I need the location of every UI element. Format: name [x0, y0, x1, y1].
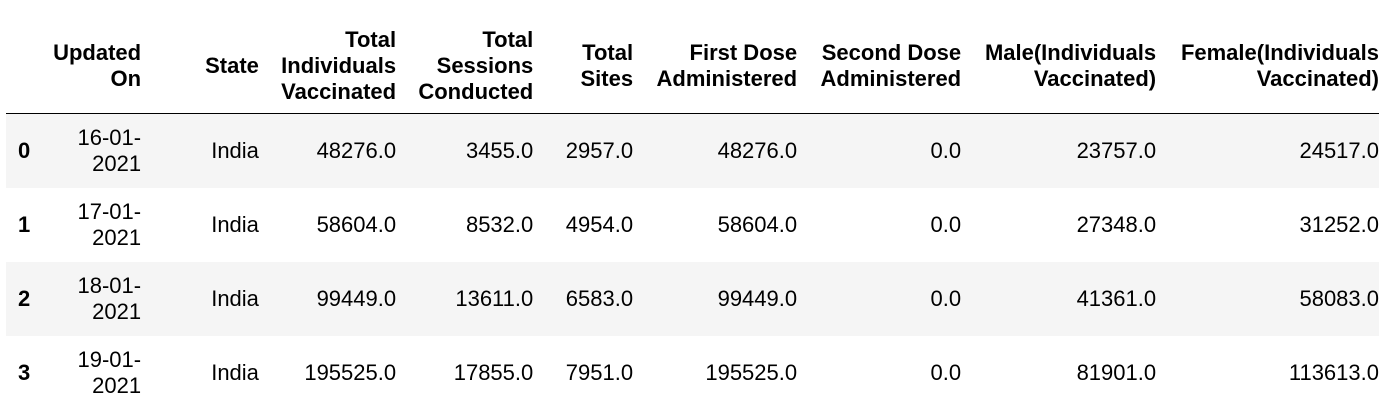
column-header-updated-on: Updated On	[51, 20, 142, 114]
cell-line: 18-01-	[77, 272, 142, 298]
cell-state: India	[211, 285, 259, 311]
cell-first-dose-administered: 195525.0	[705, 359, 798, 385]
column-header-total-sessions-conducted: Total Sessions Conducted	[396, 20, 534, 114]
cell-first-dose-administered: 99449.0	[717, 285, 798, 311]
header-line: Female(Individuals	[1180, 39, 1379, 65]
cell-state: India	[211, 359, 259, 385]
header-line: Vaccinated)	[1033, 65, 1157, 91]
cell-total-sites: 7951.0	[565, 359, 634, 385]
cell-second-dose-administered: 0.0	[930, 285, 962, 311]
header-line: Total	[345, 26, 397, 52]
cell-total-individuals-vaccinated: 48276.0	[316, 137, 397, 163]
header-row: Updated On State Total Individuals Vacci…	[6, 20, 1379, 114]
row-index: 2	[18, 285, 31, 311]
header-line: Individuals	[281, 52, 397, 78]
cell-total-sites: 4954.0	[565, 211, 634, 237]
header-line: Male(Individuals	[984, 39, 1157, 65]
cell-line: 2021	[92, 298, 142, 324]
header-line: State	[205, 52, 259, 78]
header-line: Conducted	[418, 78, 534, 104]
table-header: Updated On State Total Individuals Vacci…	[6, 20, 1379, 114]
column-header-state: State	[141, 20, 259, 114]
header-line: Sites	[580, 65, 634, 91]
cell-line: 2021	[92, 150, 142, 176]
cell-female-individuals-vaccinated: 31252.0	[1299, 211, 1379, 237]
cell-female-individuals-vaccinated: 113613.0	[1288, 359, 1379, 385]
header-line: Updated	[53, 39, 142, 65]
cell-line: 2021	[92, 224, 142, 250]
cell-updated-on: 17-01- 2021	[51, 188, 141, 262]
cell-updated-on: 19-01- 2021	[51, 336, 141, 409]
cell-line: 19-01-	[77, 346, 142, 372]
header-line: Second Dose	[821, 39, 962, 65]
column-header-total-individuals-vaccinated: Total Individuals Vaccinated	[258, 20, 397, 114]
header-line: Sessions	[436, 52, 534, 78]
table-body: 0 16-01- 2021 India 48276.0 3455.0 2957.…	[6, 113, 1379, 409]
column-header-female-individuals-vaccinated: Female(Individuals Vaccinated)	[1156, 20, 1379, 114]
cell-second-dose-administered: 0.0	[930, 137, 962, 163]
cell-first-dose-administered: 58604.0	[717, 211, 798, 237]
cell-total-sessions-conducted: 17855.0	[453, 359, 534, 385]
cell-second-dose-administered: 0.0	[930, 211, 962, 237]
cell-line: 17-01-	[77, 198, 142, 224]
cell-total-individuals-vaccinated: 195525.0	[304, 359, 397, 385]
header-line: Administered	[820, 65, 962, 91]
table-row: 0 16-01- 2021 India 48276.0 3455.0 2957.…	[6, 113, 1379, 188]
column-header-male-individuals-vaccinated: Male(Individuals Vaccinated)	[961, 20, 1157, 114]
cell-state: India	[211, 137, 259, 163]
cell-total-individuals-vaccinated: 99449.0	[316, 285, 397, 311]
cell-male-individuals-vaccinated: 27348.0	[1076, 211, 1157, 237]
table-row: 1 17-01- 2021 India 58604.0 8532.0 4954.…	[6, 187, 1379, 262]
dataframe-table: Updated On State Total Individuals Vacci…	[6, 20, 1379, 409]
row-index: 0	[18, 137, 31, 163]
header-line: Vaccinated	[281, 78, 397, 104]
cell-updated-on: 18-01- 2021	[51, 262, 141, 336]
cell-second-dose-administered: 0.0	[930, 359, 962, 385]
header-line: First Dose	[689, 39, 798, 65]
cell-male-individuals-vaccinated: 41361.0	[1076, 285, 1157, 311]
cell-total-sites: 6583.0	[565, 285, 634, 311]
table-row: 2 18-01- 2021 India 99449.0 13611.0 6583…	[6, 261, 1379, 336]
cell-total-sessions-conducted: 3455.0	[465, 137, 534, 163]
cell-total-individuals-vaccinated: 58604.0	[316, 211, 397, 237]
header-line: Total	[582, 39, 634, 65]
table-row: 3 19-01- 2021 India 195525.0 17855.0 795…	[6, 335, 1379, 409]
cell-total-sessions-conducted: 8532.0	[465, 211, 534, 237]
cell-female-individuals-vaccinated: 24517.0	[1299, 137, 1379, 163]
column-header-index	[6, 20, 52, 114]
row-index: 1	[18, 211, 31, 237]
column-header-total-sites: Total Sites	[533, 20, 634, 114]
header-line: Total	[482, 26, 534, 52]
cell-state: India	[211, 211, 259, 237]
header-line: On	[110, 65, 142, 91]
cell-male-individuals-vaccinated: 23757.0	[1076, 137, 1157, 163]
column-header-first-dose-administered: First Dose Administered	[633, 20, 798, 114]
cell-line: 16-01-	[77, 124, 142, 150]
header-line: Administered	[656, 65, 798, 91]
cell-total-sessions-conducted: 13611.0	[455, 285, 534, 311]
cell-total-sites: 2957.0	[565, 137, 634, 163]
cell-first-dose-administered: 48276.0	[717, 137, 798, 163]
cell-updated-on: 16-01- 2021	[51, 114, 141, 188]
column-header-second-dose-administered: Second Dose Administered	[797, 20, 962, 114]
cell-male-individuals-vaccinated: 81901.0	[1076, 359, 1157, 385]
cell-line: 2021	[92, 372, 142, 398]
row-index: 3	[18, 359, 31, 385]
cell-female-individuals-vaccinated: 58083.0	[1299, 285, 1379, 311]
header-line: Vaccinated)	[1256, 65, 1379, 91]
